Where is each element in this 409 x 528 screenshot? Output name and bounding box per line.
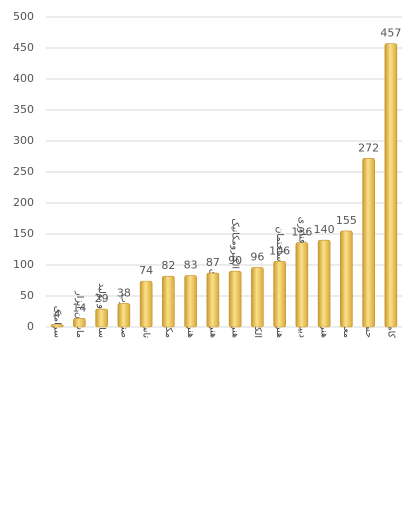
bar (384, 43, 398, 328)
value-label: 140 (314, 223, 335, 236)
value-label: 4 (54, 308, 61, 321)
value-label: 82 (161, 259, 175, 272)
value-label: 90 (228, 254, 242, 267)
y-tick-label: 50 (20, 289, 34, 302)
bar (139, 280, 153, 328)
y-tick-label: 150 (13, 227, 34, 240)
y-tick-label: 350 (13, 103, 34, 116)
y-tick-label: 500 (13, 10, 34, 23)
value-label: 87 (206, 256, 220, 269)
bar (295, 242, 309, 328)
bar (50, 324, 64, 328)
y-tick-label: 200 (13, 196, 34, 209)
bar (162, 275, 175, 328)
x-tick-label: ماشین ابزار (74, 290, 85, 338)
bar (362, 158, 375, 328)
bar (273, 260, 286, 328)
bar (117, 303, 131, 328)
value-label: 136 (291, 226, 312, 239)
x-tick-label: سرامیک (52, 306, 63, 338)
value-label: 155 (336, 214, 357, 227)
value-label: 457 (380, 27, 401, 40)
y-tick-label: 100 (13, 258, 34, 271)
value-label: 74 (139, 264, 153, 277)
bar (184, 275, 197, 328)
value-label: 83 (184, 259, 198, 272)
y-tick-label: 0 (27, 320, 34, 333)
bar (206, 272, 220, 328)
bar (228, 270, 242, 328)
value-label: 96 (250, 250, 264, 263)
value-label: 29 (95, 292, 109, 305)
value-label: 38 (117, 286, 131, 299)
y-tick-label: 450 (13, 41, 34, 54)
value-label: 272 (358, 141, 379, 154)
y-tick-label: 250 (13, 165, 34, 178)
y-tick-label: 400 (13, 72, 34, 85)
bar (73, 318, 86, 328)
bar (340, 230, 353, 328)
bar (95, 308, 108, 328)
bar (317, 239, 331, 328)
value-label: 106 (269, 244, 290, 257)
bar (251, 267, 264, 328)
value-label: 14 (72, 301, 86, 314)
y-tick-label: 300 (13, 134, 34, 147)
